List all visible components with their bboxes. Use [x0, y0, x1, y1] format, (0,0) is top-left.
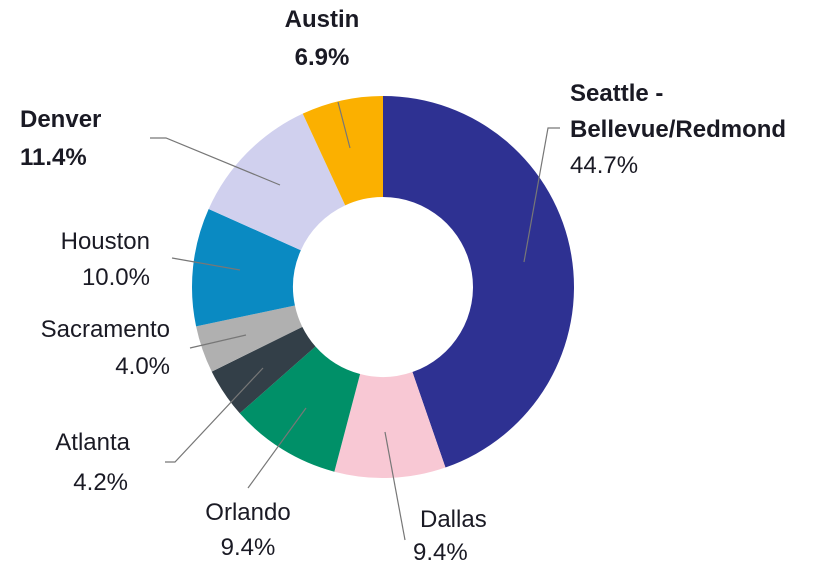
leader-line [337, 101, 351, 149]
value-label: 9.4% [413, 539, 468, 566]
leader-line [171, 257, 241, 271]
leader-line [189, 334, 247, 349]
value-label: 4.0% [115, 353, 170, 380]
leader-line [165, 367, 264, 463]
value-label: 9.4% [220, 534, 276, 561]
leader-line [523, 127, 560, 263]
value-label: 10.0% [81, 264, 150, 291]
slice-label: Austin [284, 6, 360, 33]
donut-slice [383, 96, 574, 468]
leader-line [384, 431, 406, 541]
slice-label: Seattle - Bellevue/Redmond [570, 80, 787, 143]
donut-slice [239, 346, 361, 472]
slice-label: Atlanta [55, 429, 130, 456]
leader-line [150, 137, 281, 186]
donut-slice [211, 326, 316, 414]
slice-label: Denver [20, 106, 102, 133]
donut-slice [334, 372, 446, 478]
slice-label: Dallas [420, 506, 487, 533]
slice-label: Sacramento [40, 316, 170, 343]
value-label: 6.9% [294, 44, 350, 71]
leader-line [247, 407, 307, 489]
donut-slice [302, 96, 383, 206]
donut-slice [192, 208, 301, 327]
donut-slice [196, 305, 303, 372]
value-label: 4.2% [73, 469, 128, 496]
value-label: 11.4% [20, 144, 87, 171]
value-label: 44.7% [570, 152, 639, 179]
slice-label: Orlando [205, 499, 291, 526]
slice-label: Houston [60, 228, 150, 255]
donut-slice [208, 113, 346, 251]
